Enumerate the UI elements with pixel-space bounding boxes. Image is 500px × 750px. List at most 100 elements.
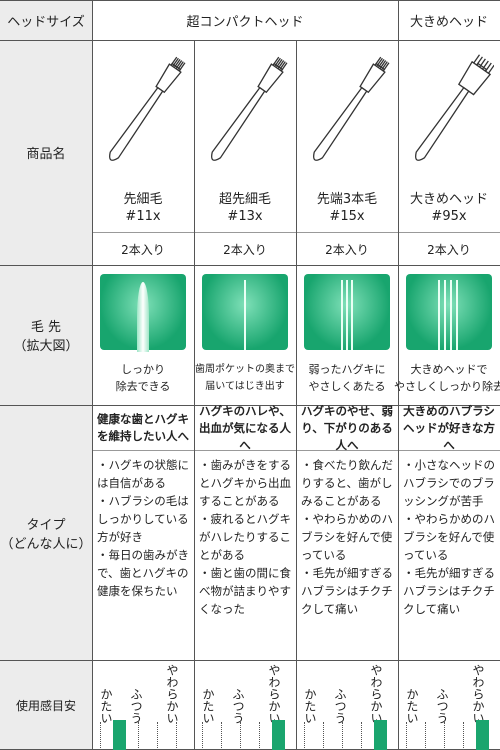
caption-line: 歯周ポケットの奥まで <box>195 364 295 375</box>
feel-marker <box>113 720 126 750</box>
bristle-strand <box>351 280 353 350</box>
feel-scale-label: ふつう <box>129 688 143 724</box>
feel-scale-label: かたい <box>405 688 419 724</box>
feel-tick <box>202 722 203 750</box>
bristle-caption: 歯周ポケットの奥まで 届いてはじき出す <box>194 355 296 401</box>
name: 大きめヘッド <box>409 192 488 207</box>
quantity: 2本入り <box>325 242 369 257</box>
bullets: ・小さなヘッドのハブラシでのブラッシングが苦手 ・やわらかめのハブラシを好んで使っ… <box>403 456 496 656</box>
caption-line: 除去できる <box>115 380 171 393</box>
bullet: ・歯みがきをするとハグキから出血することがある <box>199 458 291 508</box>
brush-image <box>211 56 288 161</box>
label-line: 毛 先 <box>30 320 62 335</box>
quantity: 2本入り <box>223 242 267 257</box>
feel-label: 使用感目安 <box>0 660 92 750</box>
caption-line: 弱ったハグキに <box>308 363 386 376</box>
bristle-image <box>100 274 186 352</box>
row-line <box>0 405 500 406</box>
row-line <box>0 660 500 661</box>
bullet: ・やわらかめのハブラシを好んで使っている <box>403 512 495 562</box>
bullet: ・小さなヘッドのハブラシでのブラッシングが苦手 <box>403 458 495 508</box>
feel-tick <box>157 722 158 750</box>
bristle-caption: しっかり 除去できる <box>92 355 194 401</box>
feel-marker <box>476 720 489 750</box>
col-line <box>296 40 297 750</box>
bullets: ・食べたり飲んだりすると、歯がしみることがある ・やわらかめのハブラシを好んで使っ… <box>301 456 394 656</box>
bristle-caption: 大きめヘッドで やさしくしっかり除去 <box>394 355 500 401</box>
label-line: （拡大図） <box>13 339 79 354</box>
bullet: ・毛先が細すぎるハブラシはチクチクして痛い <box>403 566 495 616</box>
bullet: ・ハグキの状態には自信がある <box>97 458 189 490</box>
bristle-image <box>304 274 390 350</box>
row-line <box>0 40 500 41</box>
code: #15x <box>329 209 365 224</box>
header-cell: 大きめヘッド <box>409 14 488 30</box>
caption-line: しっかり <box>121 363 165 376</box>
bristle-label: 毛 先 （拡大図） <box>0 265 92 405</box>
type-heading: ハグキのハレや、出血が気になる人へ <box>199 403 291 452</box>
product-label: 商品名 <box>0 40 92 265</box>
label-line: タイプ <box>26 517 66 533</box>
type-heading: 大きめのハブラシヘッドが好きな方へ <box>403 403 495 452</box>
code: #11x <box>125 209 161 224</box>
header-cell: 超コンパクトヘッド <box>186 14 304 30</box>
feel-tick <box>463 722 464 750</box>
feel-marker <box>272 720 285 750</box>
bristle-strand <box>438 280 440 350</box>
bristle-caption: 弱ったハグキに やさしくあたる <box>296 355 398 401</box>
feel-scale-label: かたい <box>303 688 317 724</box>
quantity: 2本入り <box>121 242 165 257</box>
bullet: ・毎日の歯みがきで、歯とハグキの健康を保ちたい <box>97 548 189 598</box>
bristle-strand <box>346 280 348 350</box>
col-line <box>194 40 195 750</box>
caption-line: やさしくあたる <box>308 380 386 393</box>
bristle-strand <box>444 280 446 350</box>
type-label: タイプ （どんな人に） <box>0 405 92 660</box>
code: #13x <box>227 209 263 224</box>
caption-line: やさしくしっかり除去 <box>394 380 500 393</box>
bristle-strand <box>244 280 246 350</box>
feel-scale-label: やわらかい <box>165 664 179 724</box>
row-line <box>0 265 500 266</box>
feel-scale-label: やわらかい <box>267 664 281 724</box>
feel-scale-label: やわらかい <box>471 664 485 724</box>
label-line: （どんな人に） <box>0 536 92 552</box>
bristle-image <box>406 274 492 350</box>
feel-tick <box>138 722 139 750</box>
bristle-image <box>202 274 288 350</box>
bullet: ・食べたり飲んだりすると、歯がしみることがある <box>301 458 393 508</box>
product-name: 超先細毛 #13x <box>194 185 296 231</box>
bristle-strand <box>137 282 149 352</box>
bullet: ・毛先が細すぎるハブラシはチクチクして痛い <box>301 566 393 616</box>
name: 先端3本毛 <box>316 192 378 207</box>
feel-scale-label: かたい <box>99 688 113 724</box>
feel-tick <box>240 722 241 750</box>
feel-scale-label: ふつう <box>435 688 449 724</box>
bullet: ・歯と歯の間に食べ物が詰まりやすくなった <box>199 566 291 616</box>
feel-tick <box>342 722 343 750</box>
feel-tick <box>444 722 445 750</box>
code: #95x <box>431 209 467 224</box>
col-line <box>92 0 93 750</box>
feel-tick <box>221 722 222 750</box>
brush-image <box>313 56 390 161</box>
bristle-strand <box>450 280 452 350</box>
feel-scale-label: かたい <box>201 688 215 724</box>
bullets: ・歯みがきをするとハグキから出血することがある ・疲れるとハグキがハレたりすること… <box>199 456 292 656</box>
product-name: 先端3本毛 #15x <box>296 185 398 231</box>
quantity: 2本入り <box>427 242 471 257</box>
bullets: ・ハグキの状態には自信がある・ハブラシの毛はしっかりしている方が好き ・毎日の歯み… <box>97 456 190 656</box>
feel-tick <box>361 722 362 750</box>
col-line <box>398 0 399 750</box>
bullet: ・やわらかめのハブラシを好んで使っている <box>301 512 393 562</box>
feel-tick <box>425 722 426 750</box>
feel-tick <box>176 722 177 750</box>
caption-line: 大きめヘッドで <box>410 363 488 376</box>
type-heading: ハグキのやせ、弱り、下がりのある人へ <box>301 403 393 452</box>
bullet: ・疲れるとハグキがハレたりすることがある <box>199 512 291 562</box>
product-name: 大きめヘッド #95x <box>398 185 500 231</box>
bullet: ・ハブラシの毛はしっかりしている方が好き <box>97 494 189 544</box>
feel-tick <box>259 722 260 750</box>
name: 超先細毛 <box>218 192 271 207</box>
